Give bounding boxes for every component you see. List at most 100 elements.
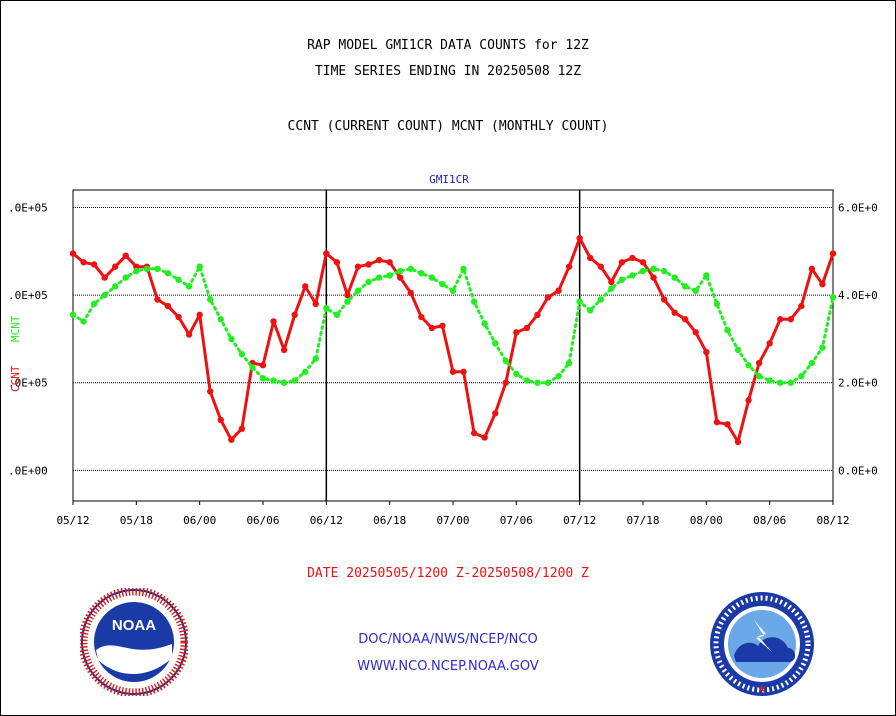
data-point-mcnt xyxy=(270,377,277,384)
data-point-ccnt xyxy=(513,329,520,336)
x-tick-label: 06/18 xyxy=(373,514,406,527)
data-point-ccnt xyxy=(492,410,499,417)
data-point-mcnt xyxy=(502,357,509,365)
data-point-ccnt xyxy=(597,263,604,270)
data-point-mcnt xyxy=(375,274,383,281)
data-point-ccnt xyxy=(428,324,436,332)
data-point-ccnt xyxy=(703,348,710,356)
data-point-ccnt xyxy=(481,434,488,441)
data-point-mcnt xyxy=(544,379,552,386)
data-point-ccnt xyxy=(576,234,583,242)
data-point-ccnt xyxy=(291,311,298,319)
data-point-mcnt xyxy=(238,351,246,358)
data-point-mcnt xyxy=(608,285,615,292)
x-tick-label: 06/00 xyxy=(183,514,216,527)
nws-star: ★ xyxy=(758,684,767,695)
data-point-ccnt xyxy=(80,259,87,266)
data-point-ccnt xyxy=(534,311,541,319)
footer-org: DOC/NOAA/NWS/NCEP/NCO xyxy=(358,632,538,647)
data-point-ccnt xyxy=(734,438,742,446)
data-point-ccnt xyxy=(133,263,140,270)
data-point-ccnt xyxy=(523,324,531,332)
data-point-mcnt xyxy=(576,298,583,305)
data-point-mcnt xyxy=(407,265,414,273)
x-tick-label: 07/18 xyxy=(626,514,659,527)
data-point-ccnt xyxy=(502,379,509,386)
data-point-ccnt xyxy=(196,311,203,319)
data-point-mcnt xyxy=(291,377,298,384)
data-point-mcnt xyxy=(207,296,214,303)
data-point-mcnt xyxy=(587,307,594,314)
data-point-ccnt xyxy=(829,250,837,257)
data-point-ccnt xyxy=(175,313,182,321)
data-point-ccnt xyxy=(344,291,351,299)
x-tick-label: 07/12 xyxy=(563,514,596,527)
footer-url[interactable]: WWW.NCO.NCEP.NOAA.GOV xyxy=(357,659,539,674)
x-tick-label: 06/12 xyxy=(310,514,343,527)
data-point-mcnt xyxy=(787,379,794,386)
data-point-ccnt xyxy=(692,329,699,336)
data-point-ccnt xyxy=(682,316,689,323)
data-point-ccnt xyxy=(555,287,562,294)
data-point-mcnt xyxy=(682,283,689,290)
data-point-ccnt xyxy=(280,346,288,354)
data-point-ccnt xyxy=(323,250,330,257)
data-point-ccnt xyxy=(302,283,309,290)
x-tick-label: 08/06 xyxy=(753,514,786,527)
data-point-ccnt xyxy=(397,274,404,281)
data-point-mcnt xyxy=(397,267,404,275)
data-point-mcnt xyxy=(460,265,467,273)
y-left-tick-label: .0E+05 xyxy=(8,377,48,390)
y-axis-label-ccnt: CCNT xyxy=(9,365,22,392)
data-point-mcnt xyxy=(808,359,816,367)
header-legend-text: CCNT (CURRENT COUNT) MCNT (MONTHLY COUNT… xyxy=(287,119,609,134)
data-point-mcnt xyxy=(143,265,151,273)
data-point-mcnt xyxy=(280,379,288,386)
data-point-mcnt xyxy=(713,300,721,308)
data-point-mcnt xyxy=(470,298,478,305)
data-point-ccnt xyxy=(407,289,414,297)
series-line-ccnt xyxy=(71,236,835,444)
data-point-mcnt xyxy=(154,265,161,273)
data-point-ccnt xyxy=(808,265,816,273)
chart-title: GMI1CR xyxy=(429,173,469,186)
data-point-mcnt xyxy=(90,300,98,308)
data-point-mcnt xyxy=(217,316,224,323)
data-point-ccnt xyxy=(259,362,267,369)
data-point-mcnt xyxy=(692,287,699,294)
data-point-mcnt xyxy=(819,344,826,351)
data-point-mcnt xyxy=(164,270,172,277)
data-point-ccnt xyxy=(618,259,626,266)
x-tick-label: 06/06 xyxy=(246,514,279,527)
data-point-ccnt xyxy=(629,254,636,262)
data-point-mcnt xyxy=(196,263,203,270)
x-tick-label: 08/00 xyxy=(690,514,723,527)
data-point-mcnt xyxy=(249,364,256,371)
data-point-mcnt xyxy=(122,274,129,281)
data-point-mcnt xyxy=(513,370,520,378)
data-point-ccnt xyxy=(650,274,657,281)
data-point-mcnt xyxy=(439,280,446,288)
data-point-mcnt xyxy=(523,377,531,384)
data-point-mcnt xyxy=(333,311,341,319)
x-tick-label: 05/12 xyxy=(56,514,89,527)
data-point-mcnt xyxy=(449,287,457,294)
data-point-mcnt xyxy=(185,283,193,290)
data-point-ccnt xyxy=(312,300,319,308)
data-point-mcnt xyxy=(428,274,436,281)
data-point-mcnt xyxy=(618,276,626,283)
data-point-mcnt xyxy=(386,272,393,279)
data-point-mcnt xyxy=(555,372,562,380)
y-axis-label-mcnt: MCNT xyxy=(9,315,22,342)
data-point-mcnt xyxy=(228,335,235,343)
y-right-tick-label: 2.0E+0 xyxy=(838,377,878,390)
data-point-ccnt xyxy=(671,309,678,316)
data-point-mcnt xyxy=(481,320,488,327)
data-point-mcnt xyxy=(829,294,837,301)
data-point-ccnt xyxy=(565,263,573,270)
data-point-ccnt xyxy=(766,340,773,347)
noaa-logo-text: NOAA xyxy=(112,617,156,634)
data-point-mcnt xyxy=(492,340,499,347)
data-point-ccnt xyxy=(90,261,98,268)
data-point-ccnt xyxy=(164,302,172,310)
